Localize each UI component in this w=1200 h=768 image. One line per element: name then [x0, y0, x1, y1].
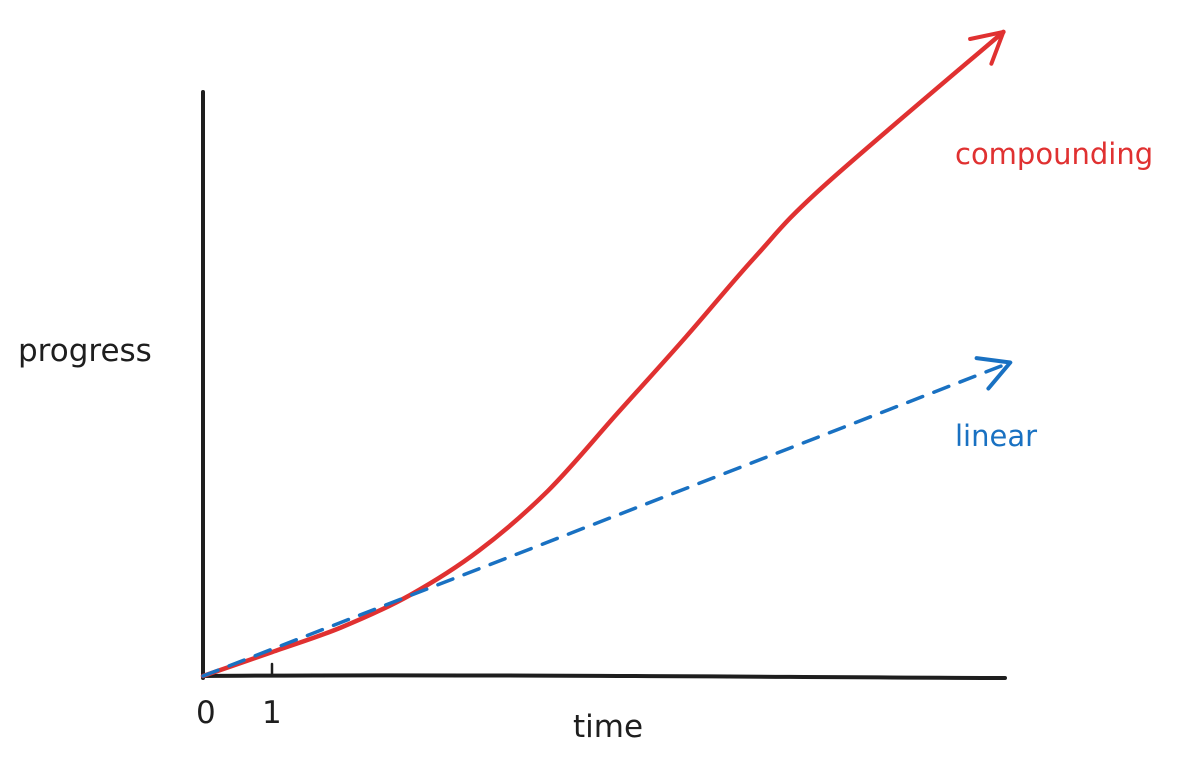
arrowhead-compounding-icon	[968, 29, 1006, 66]
series-label-compounding: compounding	[955, 137, 1153, 171]
series-line-compounding	[200, 29, 1006, 679]
series-label-linear: linear	[955, 419, 1037, 453]
x-tick-label-0: 0	[196, 695, 216, 731]
y-axis-line	[200, 90, 206, 680]
y-axis-label: progress	[18, 333, 152, 369]
series-line-linear	[201, 360, 1013, 678]
x-axis-label: time	[573, 709, 643, 745]
series-layer	[200, 29, 1013, 679]
x-axis-line	[201, 673, 1007, 680]
arrowhead-linear-icon	[974, 356, 1013, 391]
x-tick-label-1: 1	[262, 695, 282, 731]
